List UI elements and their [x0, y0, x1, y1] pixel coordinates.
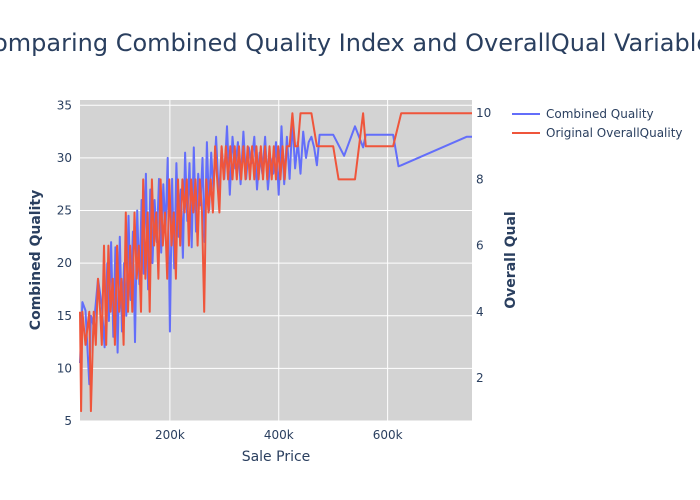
x-tick-label: 600k	[373, 428, 403, 442]
series-line-1	[79, 112, 472, 413]
y-tick-label: 10	[57, 361, 72, 375]
y2-tick-label: 4	[476, 305, 484, 319]
y-tick-label: 30	[57, 151, 72, 165]
y-axis: 5 10 15 20 25 30 35	[57, 98, 72, 428]
legend: Combined Quality Original OverallQuality	[512, 107, 683, 140]
y2-axis-title: Overall Qual	[503, 211, 519, 308]
y-axis-title: Combined Quality	[28, 190, 44, 330]
y2-tick-label: 2	[476, 371, 484, 385]
y2-tick-label: 10	[476, 106, 491, 120]
legend-label-0: Combined Quality	[546, 107, 654, 121]
x-axis-title: Sale Price	[242, 449, 311, 465]
legend-label-1: Original OverallQuality	[546, 126, 683, 140]
series-lines	[79, 112, 472, 413]
y-tick-label: 25	[57, 204, 72, 218]
x-axis: 200k 400k 600k	[155, 428, 403, 442]
y2-tick-label: 8	[476, 172, 484, 186]
x-tick-label: 400k	[264, 428, 294, 442]
y-tick-label: 5	[64, 414, 72, 428]
y-tick-label: 20	[57, 256, 72, 270]
chart-title: Comparing Combined Quality Index and Ove…	[0, 29, 700, 57]
y-tick-label: 15	[57, 309, 72, 323]
y2-axis: 2 4 6 8 10	[476, 106, 491, 385]
y-tick-label: 35	[57, 98, 72, 112]
x-tick-label: 200k	[155, 428, 185, 442]
y2-tick-label: 6	[476, 239, 484, 253]
